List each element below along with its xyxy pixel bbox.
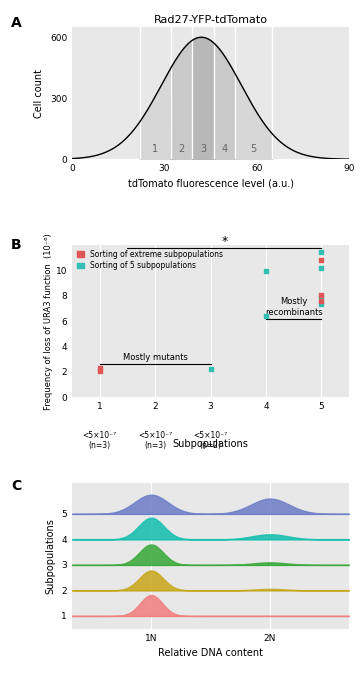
Text: Mostly
recombinants: Mostly recombinants — [265, 297, 323, 317]
Text: 2: 2 — [178, 144, 184, 154]
Y-axis label: Subpopulations: Subpopulations — [46, 518, 56, 594]
Text: *: * — [221, 235, 228, 247]
Text: 5: 5 — [251, 144, 257, 154]
Text: 3: 3 — [200, 144, 206, 154]
X-axis label: Relative DNA content: Relative DNA content — [158, 648, 263, 658]
Y-axis label: Cell count: Cell count — [34, 69, 44, 118]
X-axis label: Subpopulations: Subpopulations — [173, 439, 248, 449]
Text: C: C — [11, 479, 21, 493]
Text: 4: 4 — [221, 144, 228, 154]
Text: <5×10⁻⁷
(n=3): <5×10⁻⁷ (n=3) — [83, 431, 117, 450]
Text: <5×10⁻⁷
(n=3): <5×10⁻⁷ (n=3) — [138, 431, 172, 450]
X-axis label: tdTomato fluorescence level (a.u.): tdTomato fluorescence level (a.u.) — [127, 178, 294, 189]
Text: Mostly mutants: Mostly mutants — [123, 353, 188, 362]
Title: Rad27-YFP-tdTomato: Rad27-YFP-tdTomato — [154, 15, 267, 25]
Legend: Sorting of extreme subpopulations, Sorting of 5 subpopulations: Sorting of extreme subpopulations, Sorti… — [73, 247, 226, 273]
Text: B: B — [11, 238, 22, 251]
Text: A: A — [11, 16, 22, 30]
Text: 1: 1 — [152, 144, 158, 154]
Y-axis label: Frequency of loss of URA3 function  (10⁻⁶): Frequency of loss of URA3 function (10⁻⁶… — [44, 233, 53, 410]
Text: <5×10⁻⁷
(n=2): <5×10⁻⁷ (n=2) — [194, 431, 228, 450]
